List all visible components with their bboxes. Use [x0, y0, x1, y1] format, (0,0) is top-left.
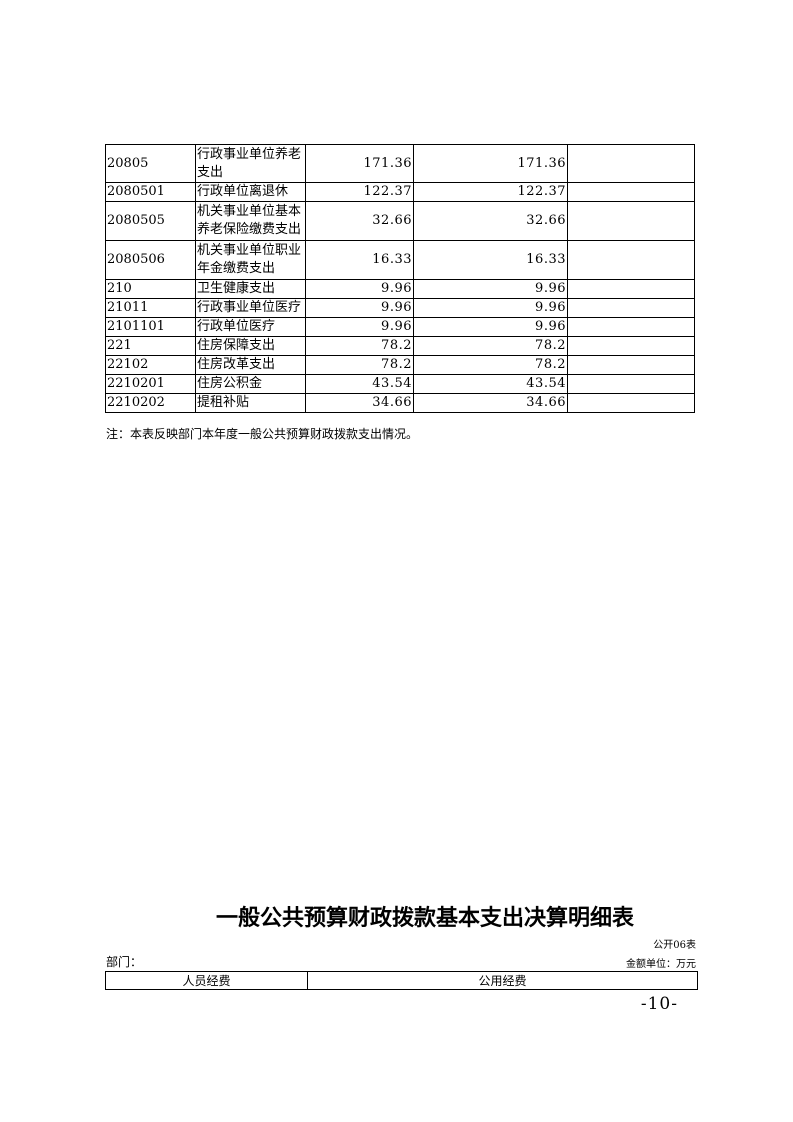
table-row: 2101101 行政单位医疗 9.96 9.96: [105, 317, 695, 337]
amount-cell: 9.96: [305, 317, 414, 337]
table-row: 2210201 住房公积金 43.54 43.54: [105, 374, 695, 394]
amount-cell: 32.66: [305, 201, 414, 241]
empty-cell: [567, 355, 695, 375]
table-row: 20805 行政事业单位养老支出 171.36 171.36: [105, 144, 695, 183]
amount-cell: 34.66: [305, 393, 414, 413]
name-cell: 住房改革支出: [195, 355, 306, 375]
code-cell: 210: [105, 279, 196, 299]
amount-cell: 43.54: [413, 374, 568, 394]
empty-cell: [567, 201, 695, 241]
code-cell: 21011: [105, 298, 196, 318]
amount-cell: 9.96: [413, 317, 568, 337]
amount-cell: 9.96: [413, 279, 568, 299]
amount-cell: 78.2: [305, 336, 414, 356]
code-cell: 221: [105, 336, 196, 356]
empty-cell: [567, 336, 695, 356]
amount-cell: 34.66: [413, 393, 568, 413]
name-cell: 卫生健康支出: [195, 279, 306, 299]
page-number: -10-: [640, 994, 678, 1014]
amount-cell: 78.2: [413, 355, 568, 375]
name-cell: 机关事业单位基本养老保险缴费支出: [195, 201, 306, 241]
amount-cell: 9.96: [305, 279, 414, 299]
code-cell: 2101101: [105, 317, 196, 337]
code-cell: 20805: [105, 144, 196, 183]
amount-cell: 16.33: [305, 240, 414, 280]
name-cell: 行政事业单位养老支出: [195, 144, 306, 183]
amount-cell: 9.96: [413, 298, 568, 318]
name-cell: 行政单位离退休: [195, 182, 306, 202]
empty-cell: [567, 298, 695, 318]
empty-cell: [567, 240, 695, 280]
amount-cell: 16.33: [413, 240, 568, 280]
header-row: 人员经费 公用经费: [105, 971, 698, 990]
name-cell: 行政事业单位医疗: [195, 298, 306, 318]
code-cell: 2080505: [105, 201, 196, 241]
table-row: 221 住房保障支出 78.2 78.2: [105, 336, 695, 356]
amount-cell: 122.37: [413, 182, 568, 202]
header-personnel-cost: 人员经费: [105, 971, 308, 990]
unit-label: 金额单位：万元: [626, 959, 696, 970]
code-cell: 2210201: [105, 374, 196, 394]
expenditure-table: 20805 行政事业单位养老支出 171.36 171.36 2080501 行政单位离退…: [105, 144, 695, 413]
amount-cell: 78.2: [413, 336, 568, 356]
section-title: 一般公共预算财政拨款基本支出决算明细表: [215, 906, 634, 931]
code-cell: 22102: [105, 355, 196, 375]
empty-cell: [567, 279, 695, 299]
amount-cell: 171.36: [413, 144, 568, 183]
table-note: 注：本表反映部门本年度一般公共预算财政拨款支出情况。: [106, 427, 419, 441]
table-row: 2080506 机关事业单位职业年金缴费支出 16.33 16.33: [105, 240, 695, 280]
detail-table-header: 人员经费 公用经费: [105, 971, 698, 990]
empty-cell: [567, 144, 695, 183]
table-row: 2080501 行政单位离退休 122.37 122.37: [105, 182, 695, 202]
code-cell: 2080501: [105, 182, 196, 202]
table-row: 21011 行政事业单位医疗 9.96 9.96: [105, 298, 695, 318]
amount-cell: 32.66: [413, 201, 568, 241]
empty-cell: [567, 374, 695, 394]
amount-cell: 78.2: [305, 355, 414, 375]
code-cell: 2210202: [105, 393, 196, 413]
table-row: 2080505 机关事业单位基本养老保险缴费支出 32.66 32.66: [105, 201, 695, 241]
name-cell: 行政单位医疗: [195, 317, 306, 337]
empty-cell: [567, 393, 695, 413]
amount-cell: 43.54: [305, 374, 414, 394]
department-label: 部门：: [106, 955, 143, 969]
form-number: 公开06表: [653, 940, 696, 951]
name-cell: 机关事业单位职业年金缴费支出: [195, 240, 306, 280]
name-cell: 住房保障支出: [195, 336, 306, 356]
amount-cell: 171.36: [305, 144, 414, 183]
code-cell: 2080506: [105, 240, 196, 280]
amount-cell: 122.37: [305, 182, 414, 202]
table-row: 2210202 提租补贴 34.66 34.66: [105, 393, 695, 413]
table-row: 22102 住房改革支出 78.2 78.2: [105, 355, 695, 375]
table-row: 210 卫生健康支出 9.96 9.96: [105, 279, 695, 299]
name-cell: 提租补贴: [195, 393, 306, 413]
empty-cell: [567, 317, 695, 337]
name-cell: 住房公积金: [195, 374, 306, 394]
amount-cell: 9.96: [305, 298, 414, 318]
header-public-cost: 公用经费: [307, 971, 698, 990]
empty-cell: [567, 182, 695, 202]
